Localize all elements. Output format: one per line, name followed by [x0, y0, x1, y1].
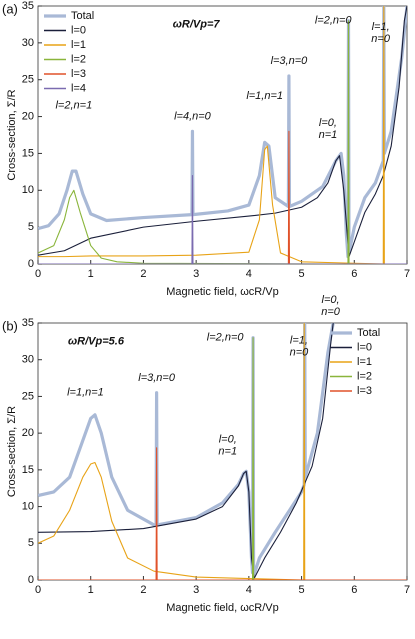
- annotation: l=0,: [219, 433, 237, 445]
- y-tick-label: 5: [28, 221, 34, 233]
- chart-title: ωR/Vp=5.6: [68, 335, 125, 347]
- annotation: l=2,n=1: [55, 99, 92, 111]
- legend-label: l=1: [357, 356, 372, 368]
- y-tick-label: 20: [22, 427, 34, 439]
- series-line: [38, 174, 407, 264]
- y-tick-label: 35: [22, 317, 34, 329]
- x-tick-label: 5: [299, 584, 305, 596]
- y-tick-label: 30: [22, 37, 34, 49]
- x-tick-label: 7: [404, 584, 410, 596]
- x-tick-label: 1: [88, 584, 94, 596]
- plot-frame: [37, 5, 408, 265]
- legend-label: l=3: [357, 385, 372, 397]
- legend-label: l=2: [71, 53, 86, 65]
- series-line: [38, 130, 407, 264]
- legend-label: l=4: [71, 82, 86, 94]
- legend-label: l=2: [357, 370, 372, 382]
- annotation: n=0: [395, 0, 415, 1]
- annotation: l=2,n=0: [315, 15, 353, 27]
- series-line: [38, 6, 407, 258]
- legend-label: l=1: [71, 39, 86, 51]
- annotation: n=0: [371, 33, 391, 45]
- panel-label: (b): [2, 318, 18, 333]
- annotation: l=1,n=1: [246, 90, 283, 102]
- y-tick-label: 0: [28, 574, 34, 586]
- annotation: l=0,: [322, 294, 340, 306]
- x-tick-label: 3: [193, 584, 199, 596]
- panel-label: (a): [2, 1, 18, 16]
- y-axis-label: Cross-section, Σ/R: [6, 406, 18, 497]
- y-tick-label: 10: [22, 500, 34, 512]
- annotation: l=3,n=0: [271, 55, 309, 67]
- y-axis-label: Cross-section, Σ/R: [6, 89, 18, 180]
- legend-label: Total: [357, 327, 380, 339]
- x-tick-label: 3: [193, 268, 199, 280]
- plot-area: [38, 6, 407, 264]
- annotation: n=1: [218, 445, 237, 457]
- x-axis-label: Magnetic field, ωcR/Vp: [166, 286, 279, 298]
- annotation: n=0: [290, 346, 310, 358]
- y-tick-label: 15: [22, 147, 34, 159]
- x-tick-label: 4: [246, 268, 252, 280]
- y-tick-label: 25: [22, 74, 34, 86]
- series-line: [38, 337, 407, 580]
- series-line: [38, 20, 407, 264]
- series-line: [38, 6, 407, 264]
- annotation: l=3,n=0: [138, 372, 176, 384]
- series-line: [38, 323, 407, 580]
- x-tick-label: 6: [351, 268, 357, 280]
- x-tick-label: 0: [35, 584, 41, 596]
- x-tick-label: 4: [246, 584, 252, 596]
- legend-label: Total: [71, 10, 94, 22]
- annotation: l=0,: [319, 117, 337, 129]
- series-line: [38, 323, 334, 580]
- legend-label: l=0: [71, 24, 86, 36]
- y-tick-label: 20: [22, 110, 34, 122]
- y-tick-label: 25: [22, 390, 34, 402]
- annotation: n=0: [321, 306, 341, 318]
- y-tick-label: 10: [22, 184, 34, 196]
- annotation: l=1,n=1: [67, 387, 104, 399]
- x-axis-label: Magnetic field, ωcR/Vp: [166, 602, 279, 614]
- annotation: l=2,n=0: [207, 332, 245, 344]
- annotation: l=4,n=0: [174, 110, 212, 122]
- legend-label: l=0: [357, 341, 372, 353]
- y-tick-label: 35: [22, 0, 34, 12]
- x-tick-label: 6: [351, 584, 357, 596]
- x-tick-label: 5: [299, 268, 305, 280]
- annotation: l=1,: [372, 21, 390, 33]
- chart-title: ωR/Vp=7: [173, 18, 221, 30]
- series-line: [38, 323, 335, 578]
- series-line: [38, 447, 407, 580]
- legend-label: l=3: [71, 68, 86, 80]
- annotation: n=1: [319, 129, 338, 141]
- y-tick-label: 30: [22, 354, 34, 366]
- x-tick-label: 2: [140, 584, 146, 596]
- x-tick-label: 7: [404, 268, 410, 280]
- x-tick-label: 0: [35, 268, 41, 280]
- annotation: l=1,: [290, 334, 308, 346]
- x-tick-label: 2: [140, 268, 146, 280]
- x-tick-label: 1: [88, 268, 94, 280]
- y-tick-label: 0: [28, 258, 34, 270]
- y-tick-label: 15: [22, 464, 34, 476]
- plot-area: [38, 323, 407, 580]
- y-tick-label: 5: [28, 537, 34, 549]
